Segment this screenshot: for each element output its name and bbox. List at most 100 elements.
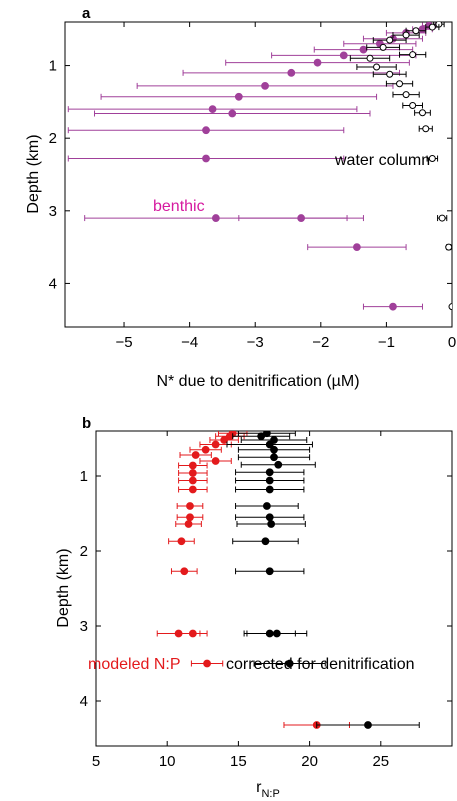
corrected-for-denitrification-point (262, 502, 271, 510)
benthic-point (359, 45, 368, 54)
panel-a-axes: −5 −4 −3 −2 −1 0 1 2 3 4 (49, 22, 456, 351)
benthic-point (202, 126, 210, 135)
panel-b-axes: 5 10 15 20 25 1 2 3 4 (80, 431, 452, 770)
water-column-point (445, 243, 452, 251)
benthic-point (389, 302, 397, 311)
panel-a: a −5 −4 −3 −2 −1 0 1 2 3 4 water column benthic N… (25, 5, 456, 390)
annotation-water-column: water column (334, 152, 430, 169)
water-column-point (428, 23, 436, 31)
benthic-point (313, 58, 322, 67)
panel-a-x-tick-label: −2 (312, 334, 329, 351)
panel-b-x-axis-label-main: r (256, 779, 262, 796)
water-column-point (386, 36, 394, 44)
modeled-n-p-point (211, 457, 220, 465)
modeled-n-p-point (186, 502, 194, 510)
water-column-point (396, 80, 404, 88)
modeled-n-p-point (211, 440, 220, 449)
water-column-point (366, 54, 374, 62)
panel-b-x-tick-label: 10 (159, 753, 176, 770)
corrected-for-denitrification-point (274, 460, 283, 469)
modeled-n-p-point (188, 629, 197, 638)
water-column-point (418, 109, 426, 117)
water-column-point (402, 91, 410, 99)
water-column-point (386, 70, 394, 78)
panel-a-marks (67, 22, 452, 311)
benthic-point (297, 214, 306, 222)
benthic-point (261, 82, 269, 90)
benthic-point (208, 105, 217, 114)
panel-b-letter: b (82, 415, 91, 432)
corrected-for-denitrification-point (265, 485, 274, 494)
panel-b-x-axis-label: rN:P (256, 779, 280, 800)
panel-b-clipped-marks (156, 431, 420, 729)
panel-b-x-tick-label: 25 (372, 753, 389, 770)
benthic-point (287, 68, 296, 77)
panel-b-x-tick-label: 20 (301, 753, 318, 770)
panel-a-y-tick-label: 4 (49, 275, 57, 292)
panel-b-y-tick-label: 3 (80, 618, 88, 635)
water-column-point (379, 43, 387, 51)
corrected-for-denitrification-point (270, 445, 278, 454)
panel-b-y-tick-label: 2 (80, 543, 88, 560)
water-column-point (422, 125, 430, 133)
modeled-n-p-point (180, 567, 189, 576)
modeled-n-p-point (188, 485, 197, 494)
corrected-for-denitrification-point (364, 721, 372, 729)
panel-b-y-tick-label: 1 (80, 468, 88, 485)
water-column-point (428, 155, 436, 163)
modeled-n-p-point (186, 513, 194, 522)
modeled-n-p-point (203, 659, 211, 668)
water-column-point (412, 27, 420, 35)
panel-b-x-axis-label-sub: N:P (261, 788, 279, 800)
panel-b-frame (95, 430, 453, 747)
corrected-for-denitrification-point (285, 659, 294, 668)
benthic-point (339, 51, 348, 60)
corrected-for-denitrification-point (270, 453, 278, 462)
corrected-for-denitrification-point (265, 476, 274, 485)
benthic-point (228, 109, 237, 118)
annotation-modeled-np: modeled N:P (88, 656, 181, 673)
corrected-for-denitrification-point (265, 440, 274, 449)
panel-b: b 5 10 15 20 25 1 2 3 4 modeled N:P corrected fo… (55, 415, 453, 800)
panel-a-y-tick-label: 3 (49, 203, 57, 220)
benthic-point (418, 25, 427, 34)
panel-a-x-tick-label: −3 (247, 334, 264, 351)
corrected-for-denitrification-point (272, 629, 281, 638)
panel-a-x-tick-label: −5 (115, 334, 132, 351)
panel-a-clipped-marks (67, 22, 452, 311)
benthic-point (202, 154, 210, 163)
modeled-n-p-point (201, 445, 210, 454)
water-column-point (448, 303, 452, 311)
water-column-point (373, 63, 381, 71)
panel-a-y-axis-label: Depth (km) (25, 134, 42, 213)
panel-a-x-tick-label: −1 (378, 334, 395, 351)
modeled-n-p-point (188, 469, 197, 477)
panel-b-x-tick-label: 5 (92, 753, 100, 770)
panel-a-x-axis-label: N* due to denitrification (µM) (156, 373, 359, 390)
annotation-corrected: corrected for denitrification (226, 656, 415, 673)
water-column-point (438, 214, 446, 222)
modeled-n-p-point (188, 476, 197, 485)
benthic-point (211, 214, 220, 222)
modeled-n-p-point (184, 520, 193, 528)
benthic-point (352, 243, 361, 252)
panel-a-frame (64, 21, 453, 328)
panel-a-y-tick-label: 1 (49, 58, 57, 75)
corrected-for-denitrification-point (261, 537, 270, 546)
corrected-for-denitrification-point (267, 520, 276, 528)
benthic-point (234, 92, 243, 101)
panel-b-y-tick-label: 4 (80, 693, 88, 710)
corrected-for-denitrification-point (265, 567, 274, 576)
water-column-point (409, 51, 417, 59)
panel-a-letter: a (82, 5, 91, 22)
panel-b-marks (156, 431, 420, 729)
modeled-n-p-point (188, 461, 197, 470)
panel-b-y-axis-label: Depth (km) (55, 548, 72, 627)
water-column-point (409, 102, 417, 110)
corrected-for-denitrification-point (265, 513, 274, 522)
panel-a-y-tick-label: 2 (49, 130, 57, 147)
corrected-for-denitrification-point (257, 432, 266, 441)
modeled-n-p-point (220, 436, 229, 444)
annotation-benthic: benthic (153, 198, 205, 215)
